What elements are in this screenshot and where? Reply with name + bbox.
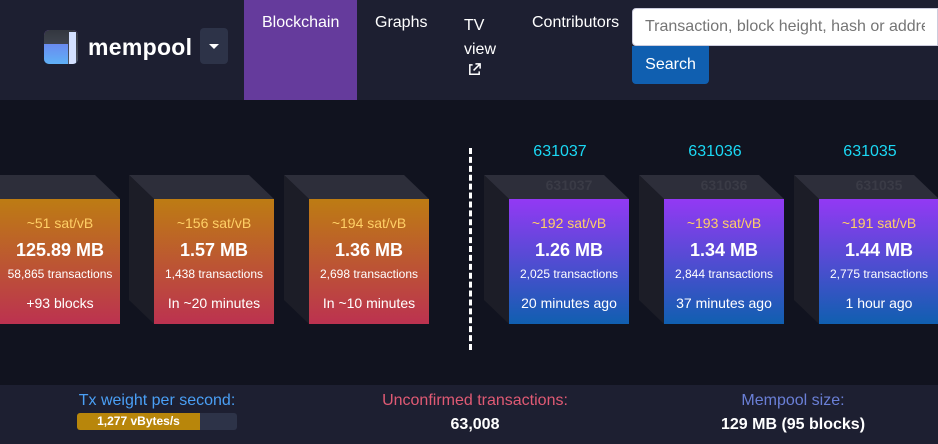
chevron-down-icon [209,43,219,49]
block-height-link[interactable]: 631036 [688,143,742,160]
block-eta: +93 blocks [26,295,94,311]
block-tx-count: 1,438 transactions [164,267,264,281]
search-input[interactable] [632,8,938,46]
block-size: 125.89 MB [15,240,105,260]
block-size: 1.36 MB [334,240,404,260]
tx-weight-value: 1,277 vBytes/s [97,414,180,428]
brand-name: mempool [88,33,193,60]
navbar: mempool Blockchain Graphs TV view Contri… [0,0,938,100]
mempool-block[interactable]: ~194 sat/vB 1.36 MB 2,698 transactions I… [284,175,429,324]
block-tx-count: 2,775 transactions [829,267,929,281]
nav-tv-view[interactable]: TV view [445,0,513,100]
block-tx-count: 2,025 transactions [519,267,619,281]
mined-block[interactable]: 631036 ~193 sat/vB 1.34 MB 2,844 transac… [639,175,784,324]
block-fee: ~192 sat/vB [531,215,607,231]
nav-blockchain-label: Blockchain [262,14,340,31]
network-dropdown[interactable] [200,28,228,64]
block-height-link[interactable]: 631035 [843,143,897,160]
block-fee: ~156 sat/vB [176,215,252,231]
nav-graphs-label: Graphs [375,14,428,31]
block-fee: ~191 sat/vB [841,215,917,231]
nav-blockchain[interactable]: Blockchain [244,0,357,100]
block-size: 1.44 MB [844,240,914,260]
nav-tv-view-label: TV view [464,17,497,58]
mempool-logo-icon [44,30,78,64]
mined-block[interactable]: 631037 ~192 sat/vB 1.26 MB 2,025 transac… [484,175,629,324]
block-tx-count: 58,865 transactions [7,267,113,281]
block-height-ghost: 631037 [545,177,593,193]
block-height-link[interactable]: 631037 [533,143,587,160]
block-face: ~191 sat/vB 1.44 MB 2,775 transactions 1… [819,199,938,324]
block-tx-count: 2,844 transactions [674,267,774,281]
block-face: ~194 sat/vB 1.36 MB 2,698 transactions I… [309,199,429,324]
search-button[interactable]: Search [632,46,709,84]
tx-weight-bar-fill [77,413,201,430]
mined-block[interactable]: 631035 ~191 sat/vB 1.44 MB 2,775 transac… [794,175,938,324]
stats-footer: Tx weight per second: 1,277 vBytes/s Unc… [0,385,938,444]
block-eta: In ~20 minutes [167,295,261,311]
mempool-block[interactable]: ~156 sat/vB 1.57 MB 1,438 transactions I… [129,175,274,324]
block-fee: ~194 sat/vB [331,215,407,231]
mempool-size-label: Mempool size: [741,392,845,409]
block-fee: ~193 sat/vB [686,215,762,231]
block-face: ~193 sat/vB 1.34 MB 2,844 transactions 3… [664,199,784,324]
nav-graphs[interactable]: Graphs [357,0,445,100]
block-age: 37 minutes ago [676,295,772,311]
block-fee: ~51 sat/vB [26,215,94,231]
tx-weight-label: Tx weight per second: [78,392,236,409]
block-face: ~192 sat/vB 1.26 MB 2,025 transactions 2… [509,199,629,324]
block-height-ghost: 631035 [855,177,903,193]
block-size: 1.26 MB [534,240,604,260]
unconfirmed-value: 63,008 [450,416,500,433]
nav-contributors[interactable]: Contributors [513,0,633,100]
block-face: ~156 sat/vB 1.57 MB 1,438 transactions I… [154,199,274,324]
tx-weight-bar: 1,277 vBytes/s [77,413,237,430]
block-height-ghost: 631036 [700,177,748,193]
block-size: 1.34 MB [689,240,759,260]
external-link-icon [469,63,481,75]
mempool-block[interactable]: ~51 sat/vB 125.89 MB 58,865 transactions… [0,175,120,324]
block-eta: In ~10 minutes [322,295,416,311]
nav-contributors-label: Contributors [532,14,620,31]
unconfirmed-label: Unconfirmed transactions: [382,392,568,409]
block-face: ~51 sat/vB 125.89 MB 58,865 transactions… [0,199,120,324]
mempool-size-value: 129 MB (95 blocks) [720,416,866,433]
block-tx-count: 2,698 transactions [319,267,419,281]
block-size: 1.57 MB [179,240,249,260]
block-age: 1 hour ago [845,295,913,311]
mempool-divider [469,148,472,350]
block-age: 20 minutes ago [521,295,617,311]
logo[interactable]: mempool [44,30,192,64]
